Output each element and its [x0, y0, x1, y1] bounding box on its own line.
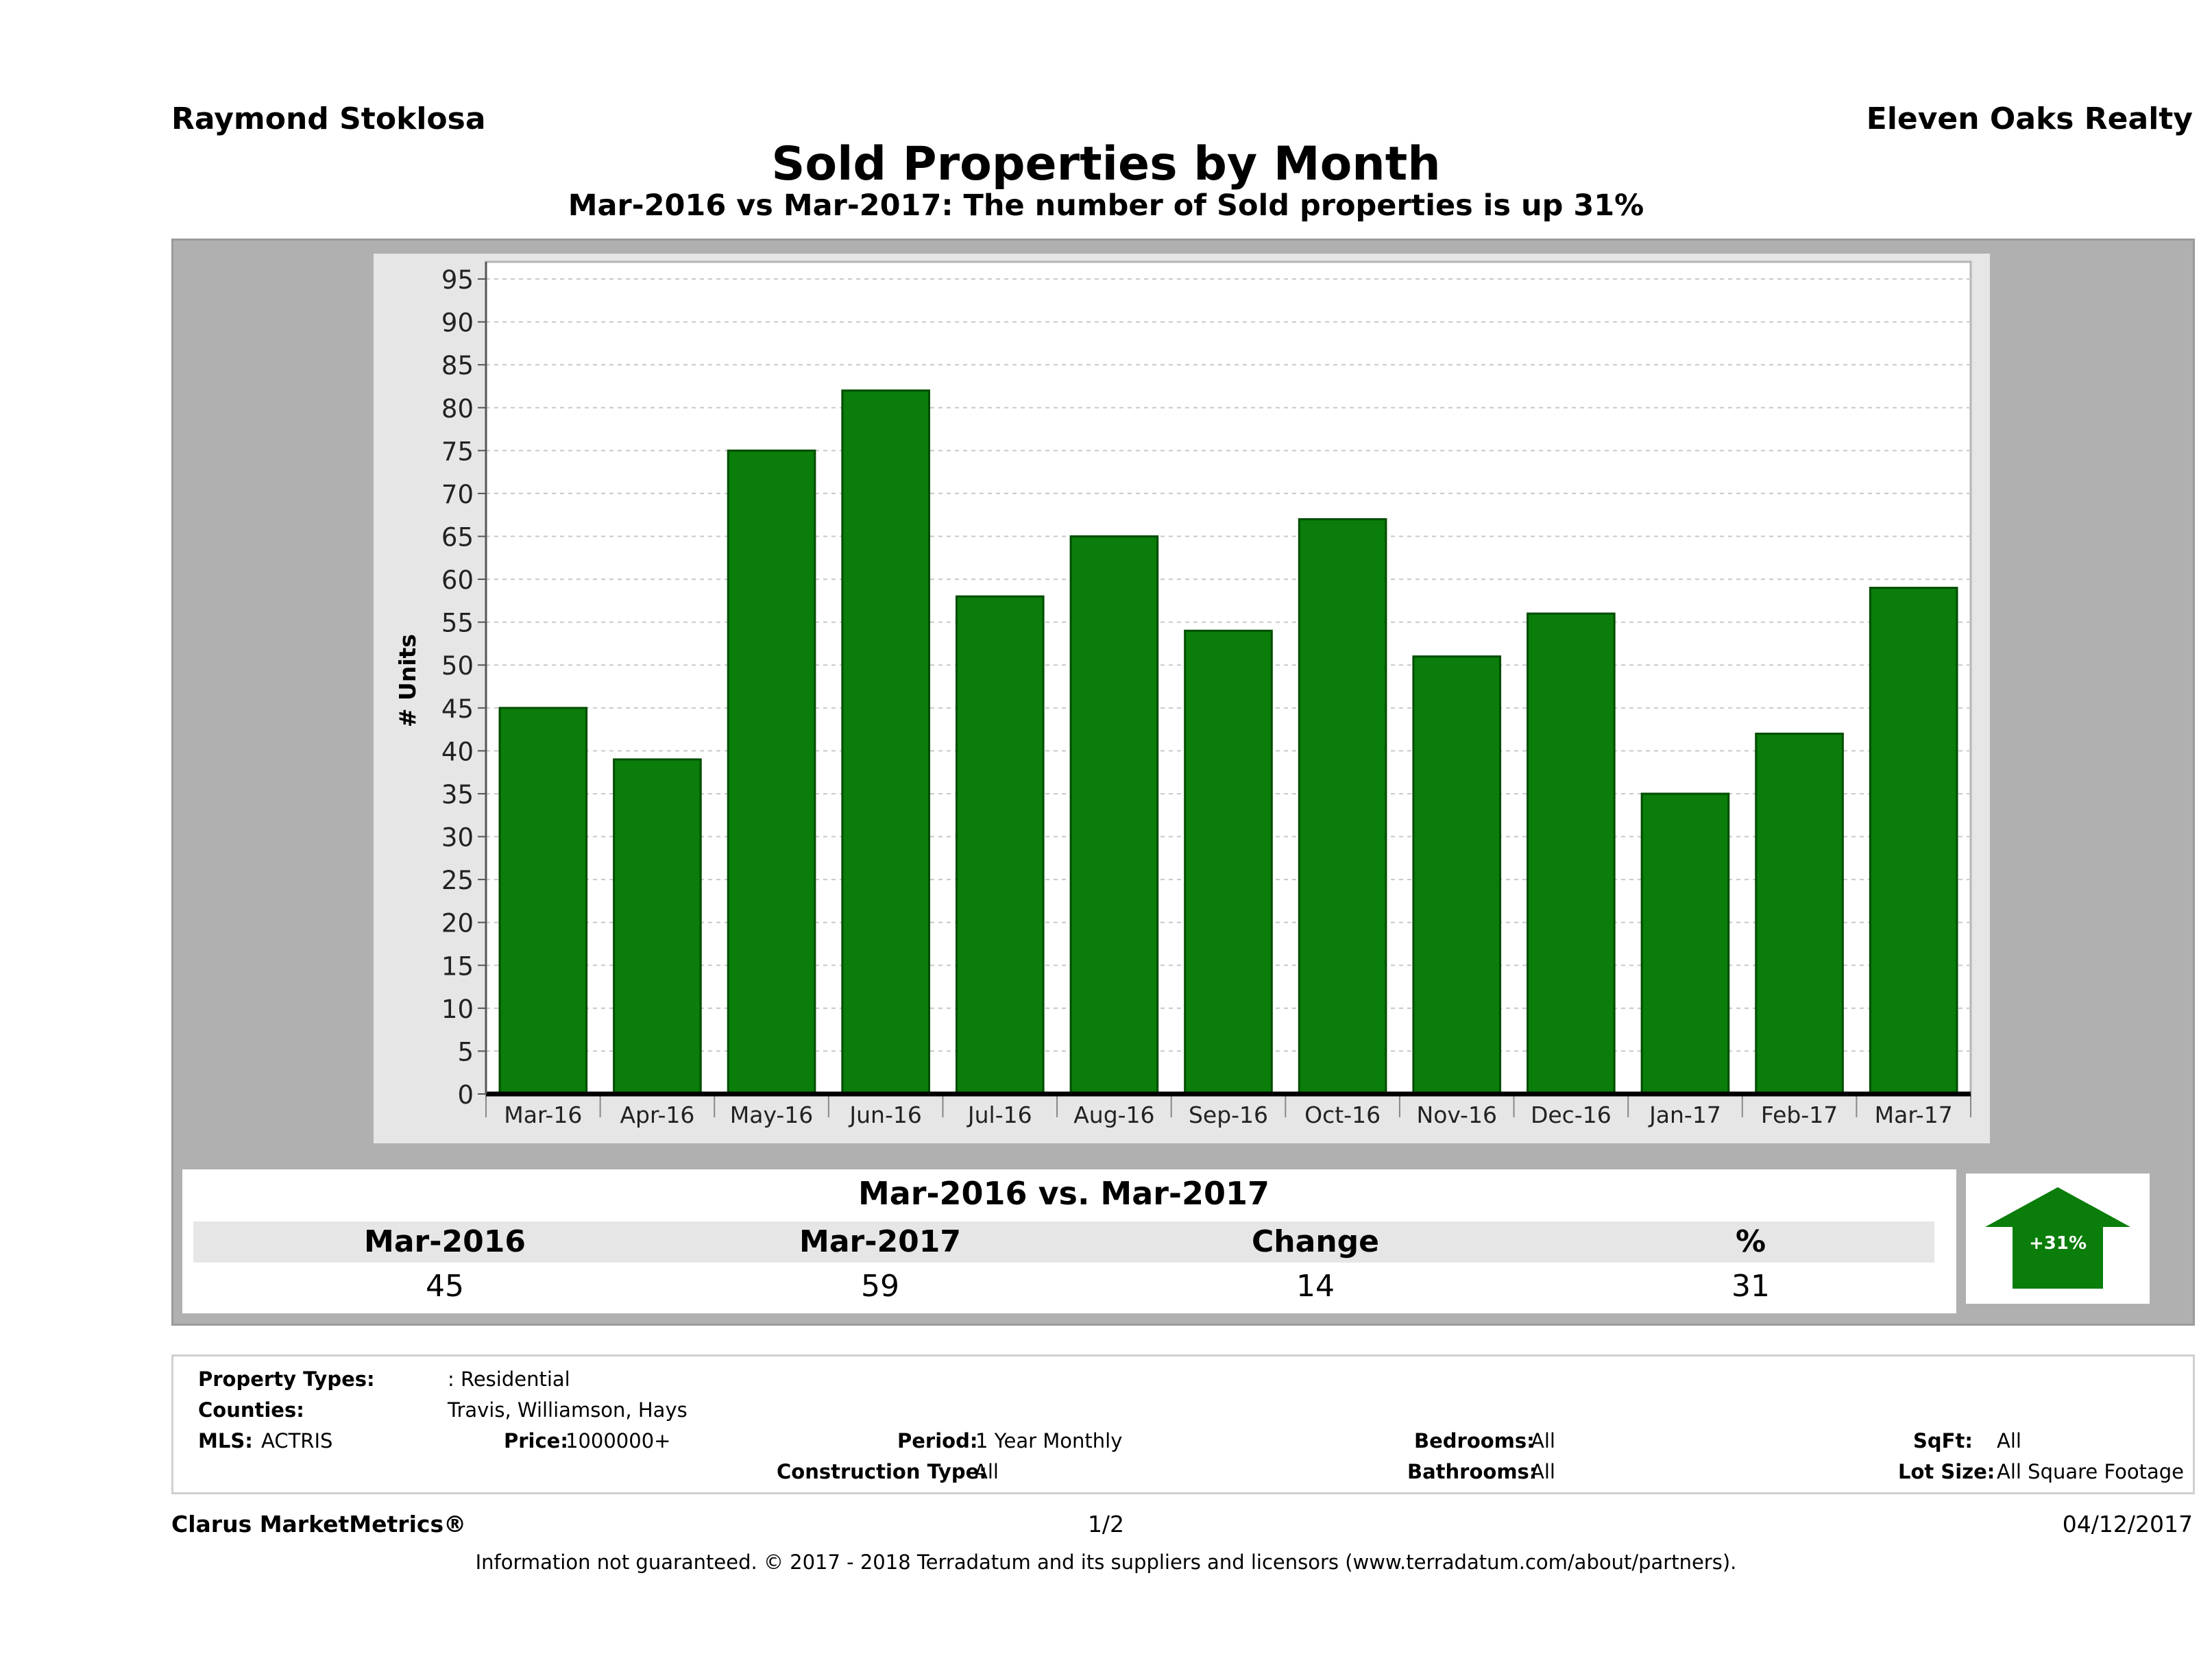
bar: [1869, 587, 1958, 1095]
bar: [727, 449, 816, 1095]
bedrooms-label: Bedrooms:: [1414, 1429, 1535, 1452]
x-tick-label: Nov-16: [1417, 1102, 1497, 1128]
summary-header-end: Mar-2017: [799, 1224, 961, 1259]
change-badge: +31%: [1966, 1174, 2150, 1304]
bar: [1755, 732, 1844, 1095]
brokerage-name: Eleven Oaks Realty: [1866, 101, 2193, 136]
y-tick-label: 95: [441, 265, 474, 295]
y-tick-label: 75: [441, 437, 474, 466]
footer-brand: Clarus MarketMetrics®: [171, 1511, 467, 1537]
mls-label: MLS:: [198, 1429, 253, 1452]
period-label: Period:: [897, 1429, 978, 1452]
y-tick-label: 50: [441, 651, 474, 681]
construction-type-value: All: [974, 1460, 999, 1483]
y-tick-label: 35: [441, 780, 474, 810]
bar: [955, 595, 1045, 1095]
summary-value-end: 59: [861, 1269, 899, 1304]
y-tick-label: 25: [441, 866, 474, 895]
y-tick-label: 30: [441, 823, 474, 853]
filter-info: Property Types: : Residential Counties: …: [171, 1354, 2195, 1494]
x-tick-label: Feb-17: [1761, 1102, 1838, 1128]
agent-name: Raymond Stoklosa: [171, 101, 486, 136]
x-tick-label: May-16: [730, 1102, 814, 1128]
x-tick-label: Mar-17: [1875, 1102, 1953, 1128]
summary-value-percent: 31: [1731, 1269, 1770, 1304]
up-arrow-icon: +31%: [1985, 1187, 2130, 1289]
x-tick-label: Oct-16: [1304, 1102, 1381, 1128]
construction-type-label: Construction Type:: [777, 1460, 987, 1483]
summary-title: Mar-2016 vs. Mar-2017: [193, 1169, 1934, 1217]
y-tick-label: 40: [441, 737, 474, 766]
y-tick-label: 55: [441, 609, 474, 638]
lot-size-label: Lot Size:: [1898, 1460, 1995, 1483]
price-value: 1000000+: [566, 1429, 671, 1452]
y-tick-label: 10: [441, 995, 474, 1024]
bar: [1069, 535, 1159, 1095]
sqft-label: SqFt:: [1913, 1429, 1973, 1452]
y-tick-label: 85: [441, 351, 474, 380]
y-tick-label: 45: [441, 694, 474, 724]
x-tick-label: Mar-16: [504, 1102, 582, 1128]
summary-value-start: 45: [426, 1269, 464, 1304]
bar: [613, 758, 702, 1095]
report-date: 04/12/2017: [2062, 1511, 2193, 1537]
y-tick-label: 15: [441, 951, 474, 981]
y-tick-label: 65: [441, 522, 474, 552]
page-number: 1/2: [1087, 1511, 1125, 1537]
bar: [1184, 629, 1273, 1095]
bedrooms-value: All: [1531, 1429, 1555, 1452]
y-axis-label: # Units: [394, 634, 421, 727]
x-tick-label: Jun-16: [848, 1102, 921, 1128]
page-title: Sold Properties by Month: [771, 137, 1441, 191]
summary-value-change: 14: [1296, 1269, 1335, 1304]
lot-size-value: All Square Footage: [1997, 1460, 2185, 1483]
x-tick-label: Jan-17: [1648, 1102, 1721, 1128]
bathrooms-label: Bathrooms:: [1407, 1460, 1538, 1483]
summary-header-start: Mar-2016: [364, 1224, 526, 1259]
counties-value: Travis, Williamson, Hays: [448, 1398, 688, 1422]
sqft-value: All: [1997, 1429, 2021, 1452]
summary-header-percent: %: [1735, 1224, 1766, 1259]
x-tick-label: Dec-16: [1531, 1102, 1612, 1128]
bar: [841, 389, 930, 1095]
summary-header-change: Change: [1252, 1224, 1379, 1259]
property-types-label: Property Types:: [198, 1367, 375, 1391]
x-tick-label: Apr-16: [620, 1102, 694, 1128]
bar: [1640, 792, 1730, 1095]
property-types-value: : Residential: [448, 1367, 570, 1391]
bar: [1298, 518, 1387, 1095]
summary-value-row: 45 59 14 31: [193, 1267, 1934, 1306]
mls-value: ACTRIS: [261, 1429, 333, 1452]
y-tick-label: 60: [441, 566, 474, 595]
counties-label: Counties:: [198, 1398, 304, 1422]
y-tick-label: 80: [441, 394, 474, 424]
y-tick-label: 70: [441, 480, 474, 509]
x-tick-label: Sep-16: [1189, 1102, 1268, 1128]
disclaimer: Information not guaranteed. © 2017 - 201…: [475, 1551, 1737, 1574]
x-tick-label: Jul-16: [967, 1102, 1032, 1128]
summary-header-row: Mar-2016 Mar-2017 Change %: [193, 1221, 1934, 1263]
y-tick-label: 5: [457, 1037, 474, 1067]
bathrooms-value: All: [1531, 1460, 1555, 1483]
period-value: 1 Year Monthly: [975, 1429, 1123, 1452]
bar: [498, 707, 588, 1095]
x-tick-label: Aug-16: [1073, 1102, 1154, 1128]
bar: [1412, 655, 1502, 1095]
change-badge-label: +31%: [2029, 1233, 2087, 1254]
bar: [1527, 612, 1616, 1095]
price-label: Price:: [504, 1429, 568, 1452]
page-subtitle: Mar-2016 vs Mar-2017: The number of Sold…: [568, 189, 1644, 223]
y-tick-label: 90: [441, 308, 474, 338]
y-tick-label: 20: [441, 909, 474, 938]
summary-table: Mar-2016 vs. Mar-2017 Mar-2016 Mar-2017 …: [182, 1169, 1956, 1313]
y-tick-label: 0: [457, 1080, 474, 1110]
